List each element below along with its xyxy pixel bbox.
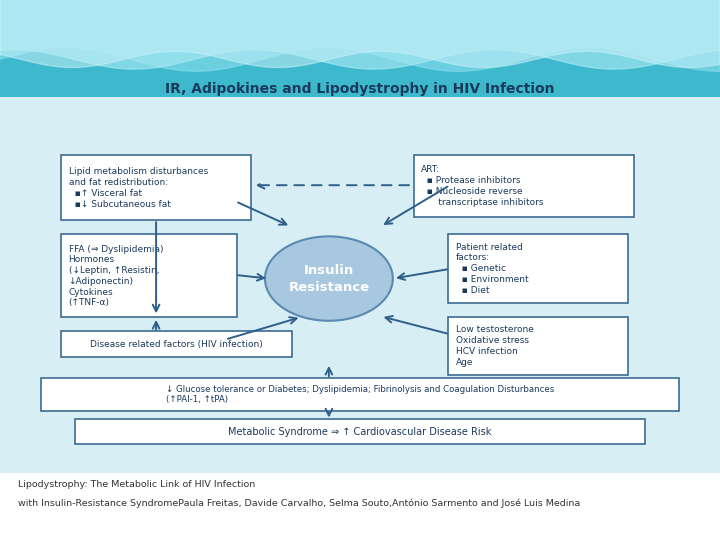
FancyBboxPatch shape bbox=[0, 0, 720, 97]
Text: FFA (⇒ Dyslipidemia)
Hormones
(↓Leptin, ↑Resistin,
↓Adiponectin)
Cytokines
(↑TNF: FFA (⇒ Dyslipidemia) Hormones (↓Leptin, … bbox=[68, 245, 163, 307]
FancyBboxPatch shape bbox=[449, 317, 628, 375]
FancyBboxPatch shape bbox=[0, 472, 720, 540]
Text: Lipodystrophy: The Metabolic Link of HIV Infection: Lipodystrophy: The Metabolic Link of HIV… bbox=[18, 480, 256, 489]
Text: ↓ Glucose tolerance or Diabetes; Dyslipidemia; Fibrinolysis and Coagulation Dist: ↓ Glucose tolerance or Diabetes; Dyslipi… bbox=[166, 384, 554, 404]
FancyBboxPatch shape bbox=[0, 65, 720, 486]
FancyBboxPatch shape bbox=[75, 420, 645, 444]
Ellipse shape bbox=[265, 237, 393, 321]
Text: Insulin
Resistance: Insulin Resistance bbox=[288, 264, 369, 294]
Text: Low testosterone
Oxidative stress
HCV infection
Age: Low testosterone Oxidative stress HCV in… bbox=[456, 325, 534, 367]
Text: Metabolic Syndrome ⇒ ↑ Cardiovascular Disease Risk: Metabolic Syndrome ⇒ ↑ Cardiovascular Di… bbox=[228, 427, 492, 436]
Text: Patient related
factors:
  ▪ Genetic
  ▪ Environment
  ▪ Diet: Patient related factors: ▪ Genetic ▪ Env… bbox=[456, 242, 528, 295]
Text: ART:
  ▪ Protease inhibitors
  ▪ Nucleoside reverse
      transcriptase inhibito: ART: ▪ Protease inhibitors ▪ Nucleoside … bbox=[421, 165, 544, 207]
FancyBboxPatch shape bbox=[449, 234, 628, 303]
Text: with Insulin-Resistance SyndromePaula Freitas, Davide Carvalho, Selma Souto,Antó: with Insulin-Resistance SyndromePaula Fr… bbox=[18, 498, 580, 508]
FancyBboxPatch shape bbox=[61, 332, 292, 357]
Text: IR, Adipokines and Lipodystrophy in HIV Infection: IR, Adipokines and Lipodystrophy in HIV … bbox=[166, 82, 554, 96]
Text: Lipid metabolism disturbances
and fat redistribution:
  ▪↑ Visceral fat
  ▪↓ Sub: Lipid metabolism disturbances and fat re… bbox=[68, 167, 208, 208]
FancyBboxPatch shape bbox=[61, 156, 251, 220]
FancyBboxPatch shape bbox=[414, 156, 634, 217]
Text: Disease related factors (HIV infection): Disease related factors (HIV infection) bbox=[91, 340, 264, 349]
FancyBboxPatch shape bbox=[61, 234, 237, 318]
FancyBboxPatch shape bbox=[40, 378, 680, 411]
